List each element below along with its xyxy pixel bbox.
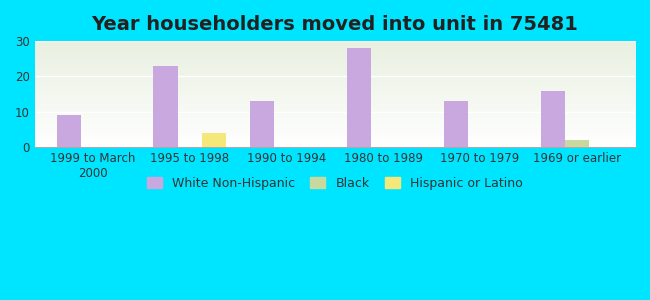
Bar xyxy=(347,48,371,147)
Title: Year householders moved into unit in 75481: Year householders moved into unit in 754… xyxy=(92,15,578,34)
Bar xyxy=(565,140,589,147)
Bar xyxy=(153,66,177,147)
Bar xyxy=(202,133,226,147)
Bar xyxy=(541,91,565,147)
Bar xyxy=(57,115,81,147)
Bar xyxy=(444,101,468,147)
Legend: White Non-Hispanic, Black, Hispanic or Latino: White Non-Hispanic, Black, Hispanic or L… xyxy=(141,170,528,196)
Bar xyxy=(250,101,274,147)
